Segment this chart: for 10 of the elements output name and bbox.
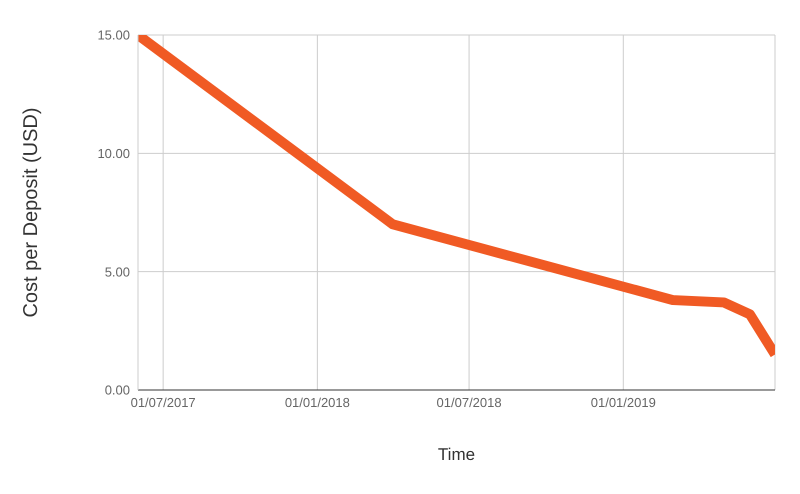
x-tick-label: 01/01/2019 (590, 395, 656, 410)
x-axis-title: Time (438, 445, 476, 464)
x-tick-label: 01/07/2017 (130, 395, 196, 410)
y-axis-title: Cost per Deposit (USD) (20, 107, 42, 318)
y-tick-label: 15.00 (97, 28, 130, 43)
y-tick-label: 0.00 (104, 382, 130, 398)
y-tick-label: 5.00 (104, 264, 130, 280)
y-tick-label: 10.00 (97, 146, 130, 161)
x-tick-label: 01/01/2018 (284, 395, 350, 410)
x-tick-label: 01/07/2018 (436, 395, 502, 410)
